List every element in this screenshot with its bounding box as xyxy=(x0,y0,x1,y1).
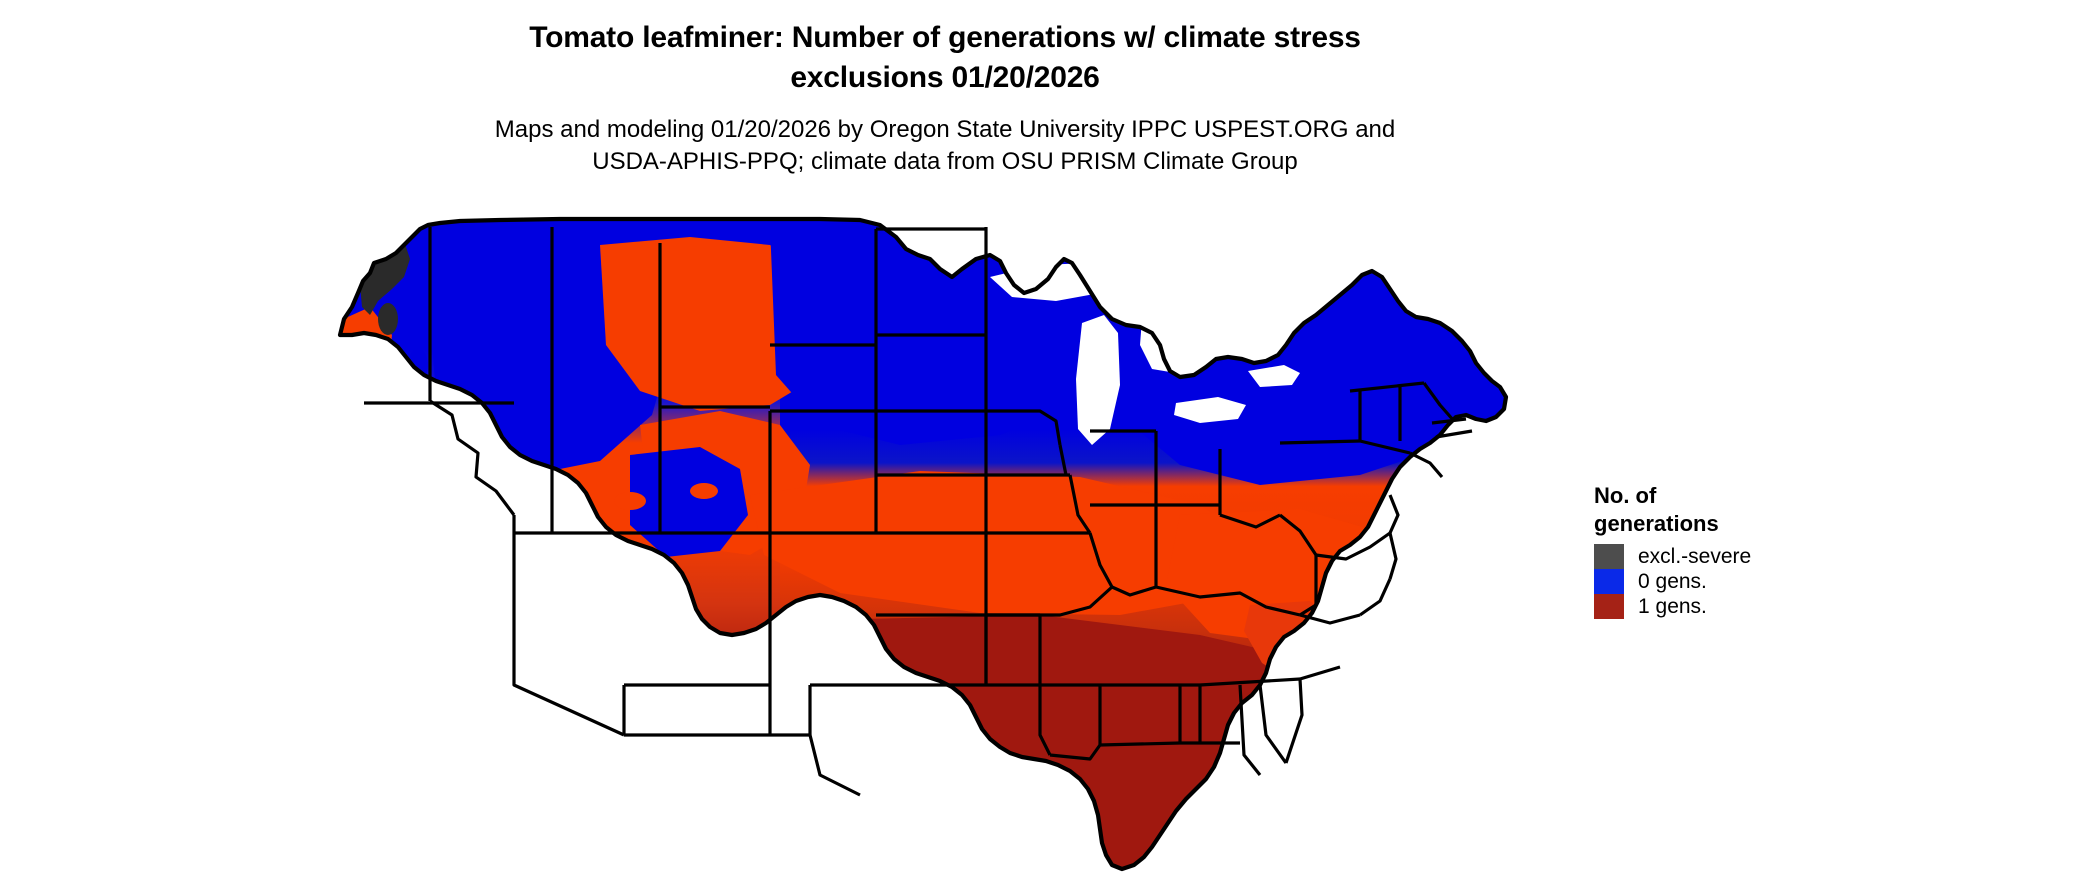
legend-title-line2: generations xyxy=(1594,510,1719,536)
legend-swatch-1-gens xyxy=(1594,594,1624,619)
page-subtitle-line2: USDA-APHIS-PPQ; climate data from OSU PR… xyxy=(592,147,1298,175)
title-block: Tomato leafminer: Number of generations … xyxy=(0,18,1890,178)
page-subtitle-line1: Maps and modeling 01/20/2026 by Oregon S… xyxy=(494,115,1396,143)
page-title-line1: Tomato leafminer: Number of generations … xyxy=(529,21,1361,54)
lake-huron xyxy=(1140,311,1192,373)
state-boundaries xyxy=(364,227,1473,797)
map-svg xyxy=(300,215,1570,885)
us-national-outline xyxy=(337,216,1509,872)
legend-label-0-gens: 0 gens. xyxy=(1638,570,1707,593)
legend-title: No. of generations xyxy=(1594,482,1784,537)
lake-ontario xyxy=(1248,365,1300,387)
legend-item-0-gens[interactable]: 0 gens. xyxy=(1594,569,1894,594)
legend-swatch-0-gens xyxy=(1594,569,1624,594)
legend-title-line1: No. of xyxy=(1594,483,1657,508)
page-subtitle: Maps and modeling 01/20/2026 by Oregon S… xyxy=(415,114,1475,178)
legend-swatch-excl-severe xyxy=(1594,544,1624,569)
legend-label-1-gens: 1 gens. xyxy=(1638,595,1707,618)
lake-michigan xyxy=(1076,315,1120,445)
lake-erie xyxy=(1174,397,1246,423)
map-legend: No. of generations excl.-severe 0 gens. … xyxy=(1594,482,1894,619)
page-title-line2: exclusions 01/20/2026 xyxy=(790,60,1100,94)
legend-item-excl-severe[interactable]: excl.-severe xyxy=(1594,544,1894,569)
legend-item-1-gens[interactable]: 1 gens. xyxy=(1594,594,1894,619)
page-title: Tomato leafminer: Number of generations … xyxy=(445,18,1445,98)
us-choropleth-map xyxy=(300,215,1570,885)
legend-label-excl-severe: excl.-severe xyxy=(1638,545,1752,568)
